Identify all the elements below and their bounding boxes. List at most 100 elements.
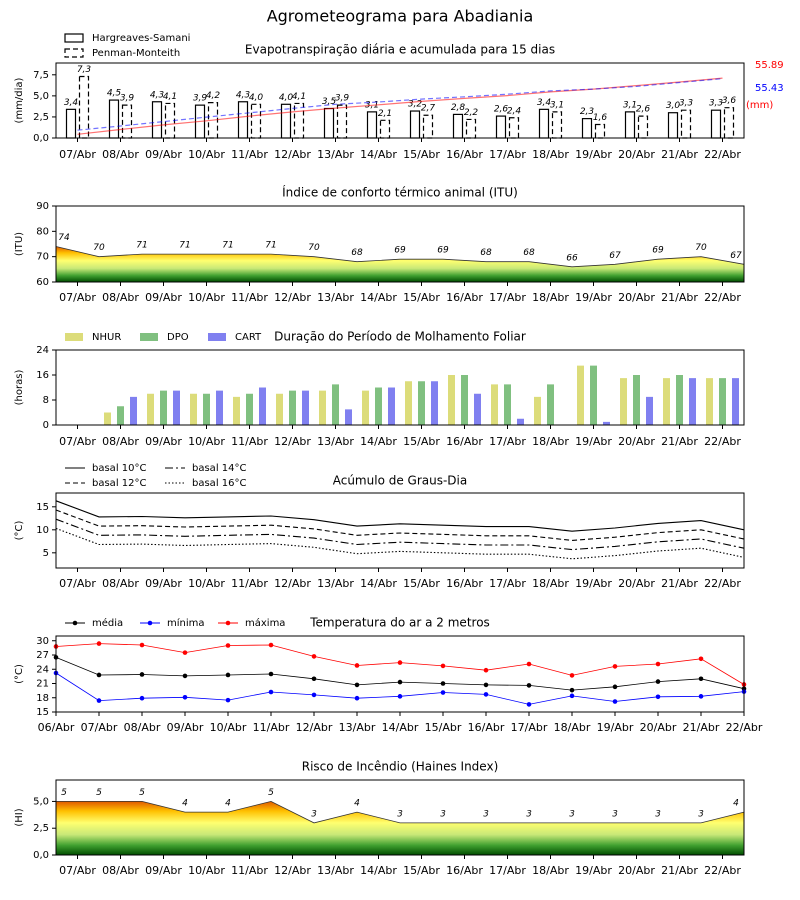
- legend-marker: [147, 620, 153, 626]
- x-tick-label: 16/Abr: [446, 291, 483, 304]
- data-label: 2,7: [421, 104, 436, 114]
- y-tick-label: 90: [36, 201, 49, 212]
- x-tick-label: 09/Abr: [145, 291, 182, 304]
- data-label: 3,2: [408, 100, 423, 110]
- x-tick-label: 14/Abr: [360, 864, 397, 877]
- x-tick-label: 12/Abr: [274, 864, 311, 877]
- bar: [104, 412, 111, 425]
- marker: [569, 693, 575, 699]
- y-tick-label: 80: [36, 226, 49, 237]
- x-tick-label: 08/Abr: [102, 864, 139, 877]
- bar: [422, 114, 434, 139]
- data-label: 3: [526, 809, 532, 819]
- bar: [362, 390, 369, 425]
- data-label: 70: [308, 243, 320, 253]
- x-tick-label: 22/Abr: [704, 291, 741, 304]
- data-label: 67: [730, 251, 742, 261]
- x-tick-label: 09/Abr: [145, 577, 182, 590]
- bar: [259, 387, 266, 425]
- legend-label: mínima: [167, 617, 205, 629]
- marker: [311, 654, 317, 659]
- x-tick-label: 13/Abr: [317, 435, 354, 448]
- bar: [121, 104, 133, 139]
- y-axis-label: (°C): [14, 664, 25, 684]
- data-label: 68: [480, 248, 492, 258]
- x-tick-label: 11/Abr: [231, 864, 268, 877]
- x-tick-label: 19/Abr: [575, 864, 612, 877]
- data-label: 4: [225, 799, 231, 809]
- marker: [526, 661, 532, 667]
- legend-label: basal 16°C: [192, 478, 246, 489]
- marker: [655, 679, 661, 684]
- marker: [655, 661, 661, 667]
- x-tick-label: 21/Abr: [661, 864, 698, 877]
- x-tick-label: 15/Abr: [403, 864, 440, 877]
- x-tick-label: 12/Abr: [274, 148, 311, 161]
- marker: [268, 642, 274, 648]
- marker: [397, 694, 403, 699]
- x-tick-label: 14/Abr: [360, 291, 397, 304]
- x-tick-label: 22/Abr: [704, 435, 741, 448]
- marker: [698, 656, 704, 662]
- x-tick-label: 17/Abr: [489, 577, 526, 590]
- x-tick-label: 17/Abr: [489, 864, 526, 877]
- bar: [405, 381, 412, 425]
- x-tick-label: 13/Abr: [317, 577, 354, 590]
- area-fill: [56, 801, 744, 855]
- x-tick-label: 12/Abr: [274, 435, 311, 448]
- data-label: 3,1: [550, 100, 564, 110]
- x-tick-label: 12/Abr: [274, 577, 311, 590]
- bar: [620, 378, 627, 425]
- data-label: 4,1: [292, 92, 306, 102]
- y-tick-label: 0: [43, 420, 49, 431]
- x-tick-label: 06/Abr: [38, 721, 75, 734]
- chart-subtitle: Temperatura do ar a 2 metros: [309, 616, 490, 630]
- marker: [612, 684, 618, 690]
- x-tick-label: 08/Abr: [124, 721, 161, 734]
- chart-subtitle: Duração do Período de Molhamento Foliar: [274, 330, 526, 344]
- x-tick-label: 15/Abr: [403, 291, 440, 304]
- series-line: [55, 518, 745, 551]
- bar: [590, 365, 597, 425]
- plot-frame: [55, 779, 745, 856]
- bar: [65, 108, 77, 139]
- bar: [710, 109, 722, 139]
- bar: [276, 393, 283, 425]
- y-tick-label: 2,5: [33, 823, 49, 834]
- bar: [663, 378, 670, 425]
- marker: [139, 695, 145, 701]
- legend-label: basal 14°C: [192, 463, 246, 474]
- bar: [538, 108, 550, 139]
- data-label: 74: [58, 233, 70, 243]
- data-label: 1,6: [593, 113, 608, 123]
- y-tick-label: 30: [36, 636, 49, 647]
- marker: [440, 663, 446, 669]
- x-tick-label: 17/Abr: [489, 291, 526, 304]
- bar: [147, 393, 154, 425]
- end-value-label: 55.43: [755, 83, 784, 94]
- x-tick-label: 20/Abr: [618, 864, 655, 877]
- x-tick-label: 18/Abr: [532, 148, 569, 161]
- marker: [397, 679, 403, 685]
- bar: [491, 384, 498, 425]
- data-label: 3,3: [709, 99, 724, 109]
- data-label: 66: [566, 253, 578, 263]
- data-label: 3: [397, 809, 403, 819]
- data-label: 3: [569, 809, 575, 819]
- marker: [225, 697, 231, 703]
- y-tick-label: 18: [36, 693, 49, 704]
- marker: [182, 694, 188, 700]
- y2-axis-label: (mm): [746, 100, 773, 111]
- bar: [151, 101, 163, 139]
- y-tick-label: 27: [36, 650, 49, 661]
- bar: [594, 123, 606, 139]
- marker: [397, 660, 403, 665]
- x-tick-label: 18/Abr: [532, 291, 569, 304]
- marker: [182, 673, 188, 679]
- data-label: 4: [354, 799, 360, 809]
- chart-subtitle: Índice de conforto térmico animal (ITU): [282, 185, 518, 200]
- data-label: 2,2: [464, 108, 479, 118]
- x-tick-label: 16/Abr: [468, 721, 505, 734]
- x-tick-label: 12/Abr: [274, 291, 311, 304]
- x-tick-label: 15/Abr: [403, 435, 440, 448]
